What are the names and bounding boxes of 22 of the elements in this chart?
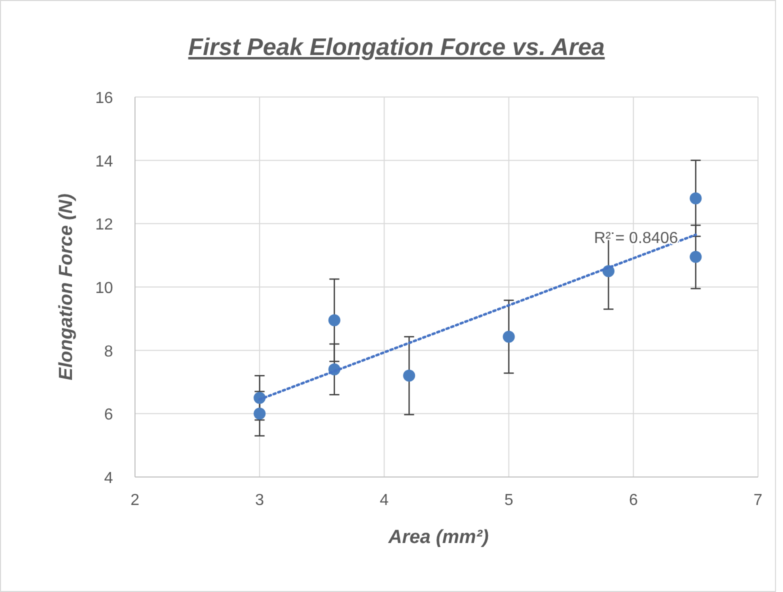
x-tick-label: 7: [754, 492, 763, 509]
y-tick-label: 16: [95, 90, 114, 107]
y-axis-title: Elongation Force (N): [56, 194, 77, 380]
x-tick-label: 3: [255, 492, 264, 509]
x-tick-label: 2: [130, 492, 140, 509]
point: [690, 250, 702, 263]
x-tick-label: 5: [504, 492, 514, 509]
y-tick-label: 8: [104, 343, 114, 360]
y-tick-label: 4: [104, 470, 114, 487]
point: [690, 192, 702, 204]
y-tick-label: 14: [95, 153, 114, 170]
y-tick-label: 12: [95, 216, 114, 234]
x-axis-title: Area (mm²): [387, 527, 489, 548]
point: [502, 330, 515, 343]
x-tick-label: 6: [628, 492, 638, 509]
x-tick-label: 4: [380, 492, 389, 509]
point: [328, 314, 340, 326]
y-tick-label: 6: [104, 406, 114, 424]
point: [254, 408, 266, 420]
y-tick-label: 10: [95, 280, 114, 297]
point: [403, 370, 416, 382]
chart-title: First Peak Elongation Force vs. Area: [188, 34, 605, 61]
